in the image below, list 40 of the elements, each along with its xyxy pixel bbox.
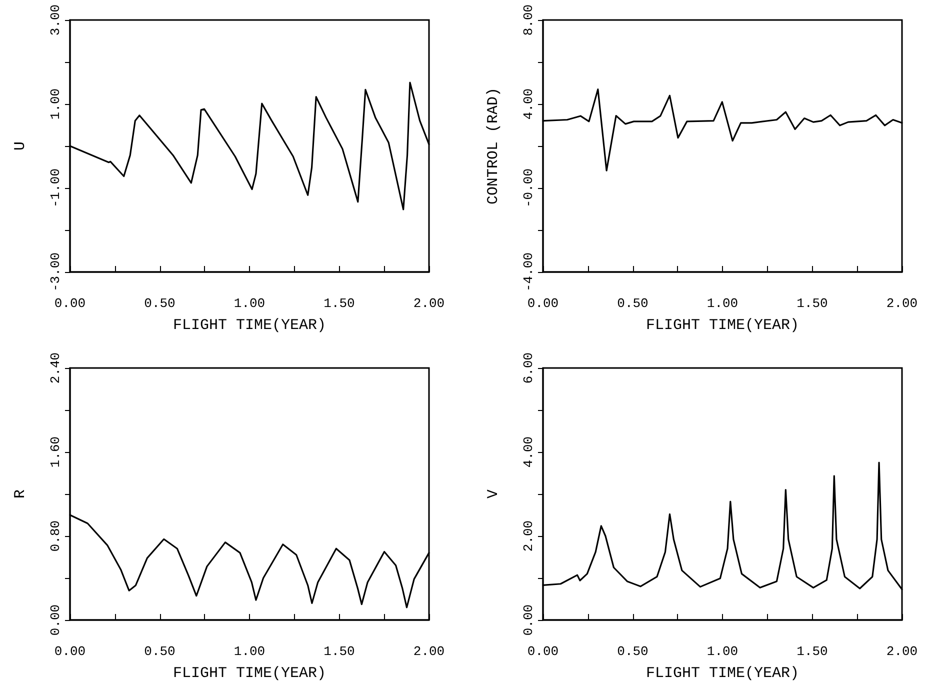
y-tick-label: 2.00 xyxy=(521,520,536,552)
x-tick-label: 1.50 xyxy=(796,644,828,659)
y-tick-label: 6.00 xyxy=(521,352,536,384)
y-axis-title: CONTROL (RAD) xyxy=(485,87,502,205)
y-tick-label: -4.00 xyxy=(521,252,536,292)
x-tick-label: 0.50 xyxy=(144,644,176,659)
x-tick-label: 1.00 xyxy=(706,296,738,311)
y-tick-label: 0.80 xyxy=(48,520,63,552)
x-axis-title: FLIGHT TIME(YEAR) xyxy=(172,665,326,682)
x-tick-label: 2.00 xyxy=(413,296,445,311)
x-tick-label: 2.00 xyxy=(413,644,445,659)
x-axis-title: FLIGHT TIME(YEAR) xyxy=(646,317,800,334)
y-axis-title: R xyxy=(12,489,29,499)
x-tick-label: 2.00 xyxy=(886,644,918,659)
y-tick-label: -0.00 xyxy=(521,168,536,208)
x-tick-label: 1.00 xyxy=(234,296,266,311)
y-tick-label: 1.60 xyxy=(48,436,63,468)
y-tick-label: 4.00 xyxy=(521,88,536,120)
x-tick-label: 0.50 xyxy=(617,644,648,659)
y-tick-label: 3.00 xyxy=(48,4,63,36)
x-axis-title: FLIGHT TIME(YEAR) xyxy=(646,665,800,682)
x-tick-label: 1.50 xyxy=(796,296,828,311)
y-axis-title: V xyxy=(485,489,502,499)
y-tick-label: 4.00 xyxy=(521,436,536,468)
y-tick-label: 0.00 xyxy=(48,604,63,636)
y-tick-label: 2.40 xyxy=(48,352,63,384)
y-tick-label: 8.00 xyxy=(521,4,536,36)
y-tick-label: 0.00 xyxy=(521,604,536,636)
x-tick-label: 2.00 xyxy=(886,296,918,311)
y-tick-label: -1.00 xyxy=(48,168,63,208)
x-tick-label: 1.00 xyxy=(234,644,266,659)
x-tick-label: 0.50 xyxy=(144,296,176,311)
y-tick-label: 1.00 xyxy=(48,88,63,120)
y-axis-title: U xyxy=(12,141,29,151)
x-axis-title: FLIGHT TIME(YEAR) xyxy=(172,317,326,334)
x-tick-label: 1.50 xyxy=(324,296,355,311)
y-tick-label: -3.00 xyxy=(48,252,63,292)
x-tick-label: 0.50 xyxy=(617,296,648,311)
x-tick-label: 1.50 xyxy=(324,644,355,659)
x-tick-label: 1.00 xyxy=(706,644,738,659)
